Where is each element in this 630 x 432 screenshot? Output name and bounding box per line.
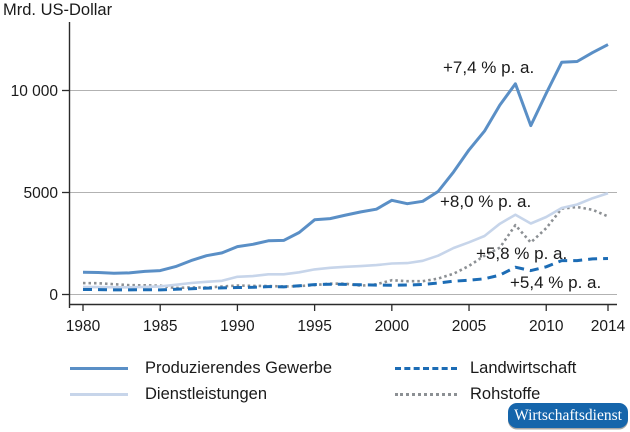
legend-swatch-dashed-line-icon [395,367,457,370]
annotation-growth-landwirtschaft: +5,4 % p. a. [510,273,602,292]
legend: Produzierendes Gewerbe Landwirtschaft Di… [70,359,622,404]
legend-item-rohstoffe: Rohstoffe [395,385,622,404]
chart-plot-area: 0 5000 10 000 1980 1985 1990 1995 2000 2005 2010 2… [11,22,626,335]
y-tick-label: 5000 [24,185,59,202]
legend-label-dienstleistungen: Dienstleistungen [145,385,267,403]
series-line-produzierendes-gewerbe [82,43,609,275]
series-line-dienstleistungen [82,192,609,289]
y-axis-title: Mrd. US-Dollar [3,1,113,19]
legend-item-dienstleistungen: Dienstleistungen [70,385,395,404]
legend-item-produzierendes-gewerbe: Produzierendes Gewerbe [70,359,395,378]
legend-label-rohstoffe: Rohstoffe [470,385,541,403]
annotation-growth-rohstoffe: +5,8 % p. a. [476,244,568,263]
legend-label-landwirtschaft: Landwirtschaft [470,359,577,377]
legend-swatch-dotted-line-icon [395,393,457,396]
x-tick-label: 2005 [452,318,486,335]
legend-swatch-light-line-icon [70,393,128,396]
wirtschaftsdienst-badge: Wirtschaftsdienst [508,403,628,428]
annotation-growth-produzierendes-gewerbe: +7,4 % p. a. [443,58,535,77]
x-tick-label: 1985 [143,318,177,335]
x-tick-label: 2000 [375,318,410,335]
series-line-landwirtschaft [82,257,609,292]
x-tick-label: 1995 [297,318,331,335]
y-tick-label: 0 [49,287,58,304]
x-tick-label: 1990 [220,318,255,335]
legend-swatch-solid-line-icon [70,367,128,370]
legend-label-produzierendes-gewerbe: Produzierendes Gewerbe [145,359,333,377]
x-tick-label: 2010 [529,318,564,335]
x-tick-label: 2014 [591,318,626,335]
annotation-growth-dienstleistungen: +8,0 % p. a. [440,192,532,211]
legend-item-landwirtschaft: Landwirtschaft [395,359,622,378]
x-tick-label: 1980 [66,318,101,335]
y-tick-label: 10 000 [11,83,59,100]
